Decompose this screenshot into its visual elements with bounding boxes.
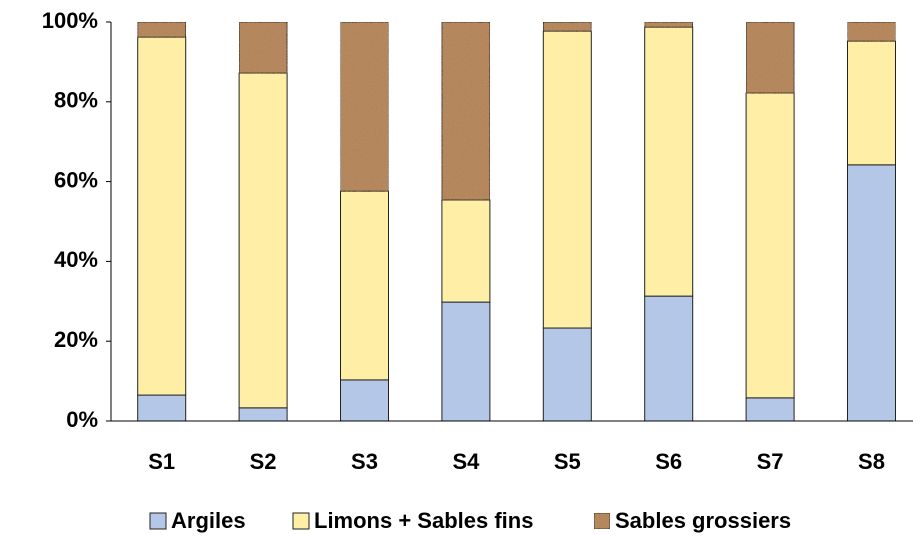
x-tick-label: S5 — [554, 449, 581, 474]
y-tick-label: 60% — [54, 167, 98, 192]
bar-segment — [238, 21, 288, 74]
bar-segment — [137, 394, 187, 422]
bar-segment — [847, 164, 896, 422]
bar-segment — [238, 72, 288, 409]
bar-segment — [441, 301, 491, 422]
bar-segment — [745, 21, 795, 94]
bar-segment — [644, 26, 694, 297]
y-tick-label: 20% — [54, 327, 98, 352]
bar-segment — [137, 21, 187, 38]
x-tick-label: S4 — [452, 449, 480, 474]
x-tick-label: S7 — [757, 449, 784, 474]
x-tick-label: S8 — [858, 449, 885, 474]
bar-segment — [542, 21, 592, 32]
bar-segment — [340, 379, 389, 422]
y-tick-label: 80% — [54, 88, 98, 113]
legend-label: Sables grossiers — [615, 508, 791, 533]
bar-segment — [745, 397, 795, 422]
bar-segment — [847, 40, 896, 166]
bar-segment — [340, 21, 389, 192]
bar-segment — [644, 295, 694, 422]
legend-swatch — [149, 512, 167, 530]
bar-segment — [644, 21, 694, 28]
bar-segment — [441, 199, 491, 303]
x-tick-label: S3 — [351, 449, 378, 474]
bar-segment — [745, 92, 795, 399]
bar-segment — [441, 21, 491, 201]
y-tick-label: 100% — [42, 8, 98, 33]
bar-segment — [340, 190, 389, 381]
y-tick-label: 40% — [54, 247, 98, 272]
bar-segment — [137, 36, 187, 396]
legend-label: Limons + Sables fins — [314, 508, 533, 533]
bar-segment — [238, 407, 288, 422]
x-tick-label: S1 — [148, 449, 175, 474]
x-tick-label: S2 — [250, 449, 277, 474]
y-tick-label: 0% — [66, 407, 98, 432]
legend-label: Argiles — [171, 508, 246, 533]
bar-segment — [847, 21, 896, 42]
bar-segment — [542, 327, 592, 422]
legend-swatch — [593, 512, 611, 530]
legend-swatch — [292, 512, 310, 530]
x-tick-label: S6 — [655, 449, 682, 474]
bar-segment — [542, 30, 592, 329]
